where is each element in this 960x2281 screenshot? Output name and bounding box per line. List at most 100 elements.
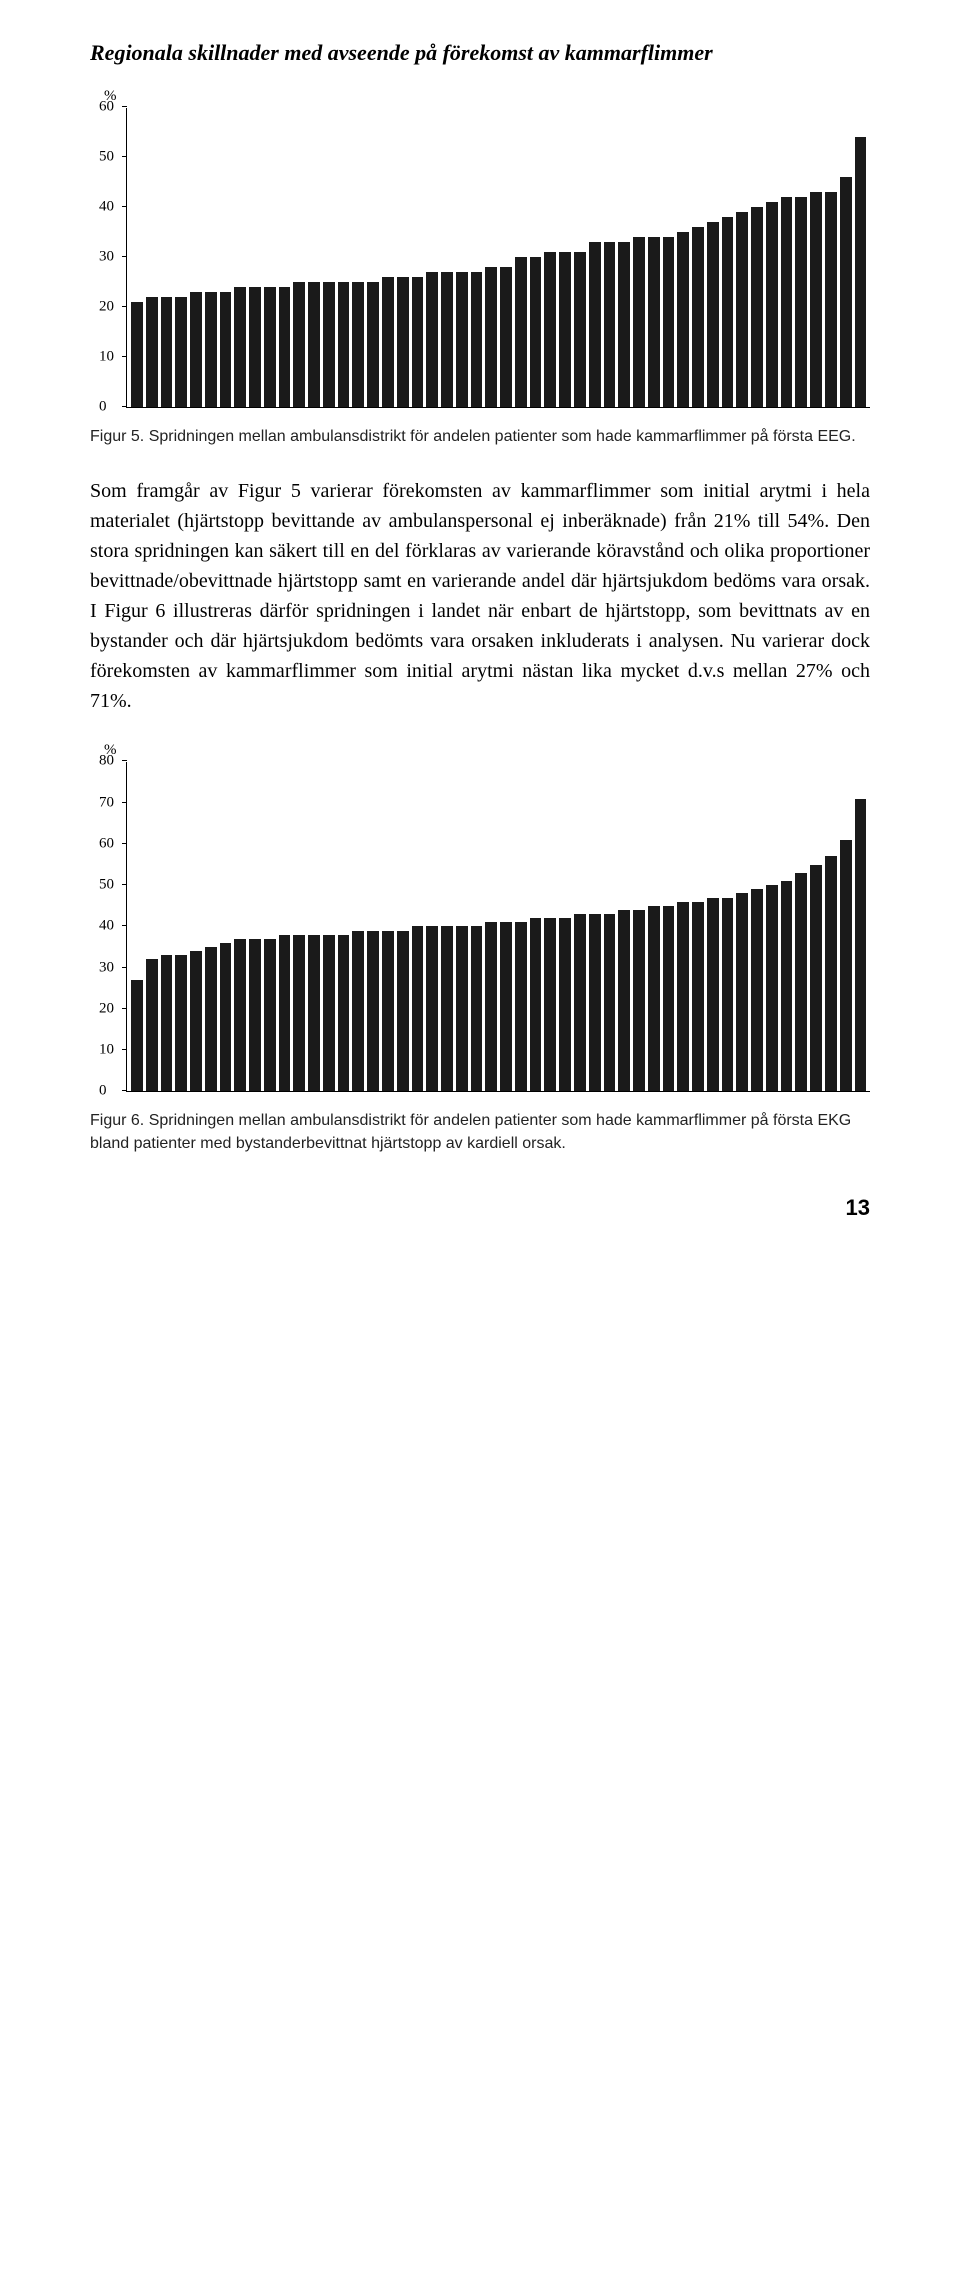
bar xyxy=(810,865,822,1092)
bar xyxy=(338,282,350,407)
y-tick-label: 10 xyxy=(99,1042,114,1059)
bar xyxy=(574,252,586,407)
y-tick-label: 50 xyxy=(99,149,114,166)
bar xyxy=(249,287,261,407)
y-tick xyxy=(122,1008,127,1009)
y-tick-label: 30 xyxy=(99,959,114,976)
y-tick-label: 30 xyxy=(99,249,114,266)
bar xyxy=(589,914,601,1091)
bar xyxy=(692,227,704,407)
bar xyxy=(751,889,763,1091)
y-tick xyxy=(122,843,127,844)
body-paragraph: Som framgår av Figur 5 varierar förekoms… xyxy=(90,476,870,716)
y-tick xyxy=(122,1049,127,1050)
bar xyxy=(722,217,734,407)
bar xyxy=(175,297,187,407)
chart-2: %01020304050607080 xyxy=(90,748,870,1098)
y-tick-label: 80 xyxy=(99,753,114,770)
bar xyxy=(146,959,158,1091)
bar xyxy=(530,257,542,407)
bar xyxy=(618,910,630,1092)
bar xyxy=(722,898,734,1092)
y-tick xyxy=(122,156,127,157)
bar xyxy=(840,840,852,1092)
bar xyxy=(707,222,719,407)
y-tick xyxy=(122,206,127,207)
y-tick xyxy=(122,1090,127,1091)
y-tick xyxy=(122,356,127,357)
y-tick-label: 40 xyxy=(99,199,114,216)
y-tick xyxy=(122,106,127,107)
y-tick-label: 40 xyxy=(99,918,114,935)
bar xyxy=(766,202,778,407)
bar xyxy=(205,947,217,1091)
bar xyxy=(485,267,497,407)
bar xyxy=(352,282,364,407)
bar xyxy=(323,282,335,407)
bar xyxy=(412,277,424,407)
bar xyxy=(352,931,364,1092)
bar xyxy=(825,856,837,1091)
bar xyxy=(618,242,630,407)
bar xyxy=(441,926,453,1091)
bar xyxy=(855,799,867,1092)
bar xyxy=(220,292,232,407)
bar xyxy=(648,906,660,1092)
bar xyxy=(249,939,261,1092)
bar xyxy=(736,893,748,1091)
bar xyxy=(456,272,468,407)
bar xyxy=(781,881,793,1091)
bar xyxy=(279,935,291,1092)
bar xyxy=(810,192,822,407)
figure-5-caption: Figur 5. Spridningen mellan ambulansdist… xyxy=(90,426,870,448)
bar xyxy=(367,931,379,1092)
y-tick xyxy=(122,256,127,257)
bar xyxy=(604,242,616,407)
bar xyxy=(692,902,704,1092)
bar xyxy=(397,931,409,1092)
bar xyxy=(751,207,763,407)
y-tick-label: 0 xyxy=(99,399,107,416)
plot-area: 0102030405060 xyxy=(126,108,870,408)
bar xyxy=(559,252,571,407)
bar xyxy=(795,873,807,1092)
bar xyxy=(485,922,497,1091)
bar xyxy=(471,926,483,1091)
bar xyxy=(530,918,542,1091)
bar xyxy=(308,935,320,1092)
bar xyxy=(205,292,217,407)
y-tick-label: 60 xyxy=(99,835,114,852)
bar xyxy=(161,955,173,1091)
bar xyxy=(234,287,246,407)
bar xyxy=(781,197,793,407)
bar xyxy=(677,232,689,407)
bar xyxy=(161,297,173,407)
bar xyxy=(190,292,202,407)
page-number: 13 xyxy=(90,1195,870,1221)
bar xyxy=(293,282,305,407)
bar xyxy=(840,177,852,407)
y-tick-label: 20 xyxy=(99,299,114,316)
y-tick xyxy=(122,925,127,926)
bar xyxy=(574,914,586,1091)
y-tick-label: 20 xyxy=(99,1000,114,1017)
y-tick xyxy=(122,884,127,885)
bar xyxy=(500,922,512,1091)
bar xyxy=(382,277,394,407)
bar xyxy=(293,935,305,1092)
bar xyxy=(426,272,438,407)
bar xyxy=(559,918,571,1091)
y-tick xyxy=(122,802,127,803)
bar xyxy=(515,922,527,1091)
bar xyxy=(426,926,438,1091)
bar xyxy=(382,931,394,1092)
bar xyxy=(648,237,660,407)
y-tick xyxy=(122,306,127,307)
bar xyxy=(412,926,424,1091)
bar xyxy=(471,272,483,407)
bar xyxy=(500,267,512,407)
bar xyxy=(456,926,468,1091)
bar xyxy=(766,885,778,1091)
bar xyxy=(234,939,246,1092)
bar xyxy=(367,282,379,407)
